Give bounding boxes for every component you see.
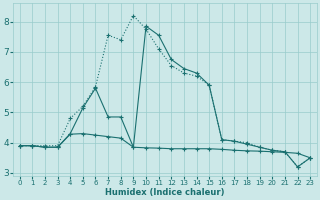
X-axis label: Humidex (Indice chaleur): Humidex (Indice chaleur) bbox=[105, 188, 225, 197]
